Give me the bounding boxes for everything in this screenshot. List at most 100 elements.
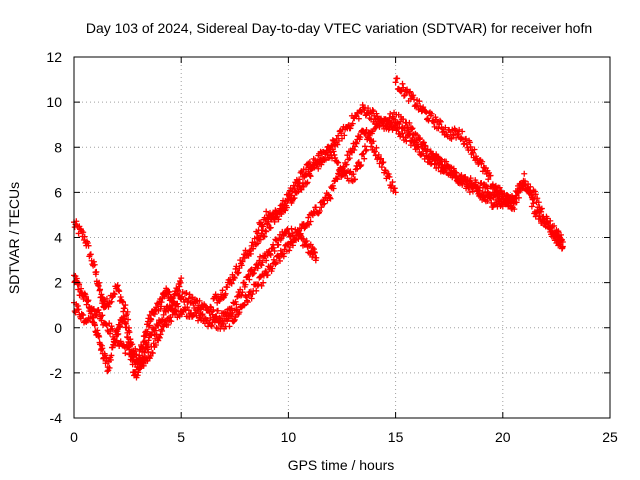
data-point <box>152 341 159 348</box>
data-point <box>313 254 320 261</box>
data-point <box>103 295 110 302</box>
data-point <box>376 160 383 167</box>
data-point <box>96 279 103 286</box>
data-point <box>106 364 113 371</box>
data-point <box>95 306 102 313</box>
data-point <box>99 312 106 319</box>
data-point <box>300 183 307 190</box>
data-point <box>334 141 341 148</box>
data-point <box>166 288 173 295</box>
data-point <box>335 159 342 166</box>
data-point <box>286 244 293 251</box>
data-point <box>231 317 238 324</box>
data-point <box>114 282 121 289</box>
data-point <box>545 224 552 231</box>
data-point <box>422 143 429 150</box>
x-tick-label: 20 <box>495 429 511 445</box>
data-point <box>263 257 270 264</box>
data-point <box>288 192 295 199</box>
data-point <box>157 331 164 338</box>
data-point <box>303 180 310 187</box>
data-point <box>394 75 401 82</box>
data-point <box>315 165 322 172</box>
data-point <box>146 311 153 318</box>
data-point <box>399 80 406 87</box>
data-point <box>204 317 211 324</box>
data-point <box>306 159 313 166</box>
data-point <box>273 237 280 244</box>
data-point <box>109 325 116 332</box>
data-point <box>525 185 532 192</box>
data-point <box>410 96 417 103</box>
data-point <box>146 322 153 329</box>
data-point <box>248 295 255 302</box>
data-point <box>311 249 318 256</box>
data-point <box>348 148 355 155</box>
data-point <box>365 134 372 141</box>
data-point <box>371 149 378 156</box>
data-point <box>159 327 166 334</box>
data-point <box>240 302 247 309</box>
data-point <box>186 291 193 298</box>
data-point <box>529 195 536 202</box>
data-point <box>247 250 254 257</box>
data-point <box>254 230 261 237</box>
data-point <box>259 259 266 266</box>
data-point <box>376 123 383 130</box>
data-point <box>270 256 277 263</box>
data-point <box>148 332 155 339</box>
data-point <box>389 179 396 186</box>
data-point <box>296 231 303 238</box>
data-point <box>487 172 494 179</box>
data-point <box>353 140 360 147</box>
data-point <box>335 132 342 139</box>
data-point <box>198 311 205 318</box>
data-point <box>88 308 95 315</box>
data-point <box>406 119 413 126</box>
x-tick-label: 25 <box>602 429 618 445</box>
x-axis-label: GPS time / hours <box>288 457 395 473</box>
data-point <box>521 170 528 177</box>
data-point <box>314 161 321 168</box>
data-point <box>363 127 370 134</box>
data-point <box>175 287 182 294</box>
data-point <box>347 168 354 175</box>
data-point <box>224 284 231 291</box>
data-point <box>235 269 242 276</box>
data-point <box>536 212 543 219</box>
data-point <box>443 158 450 165</box>
data-point <box>254 240 261 247</box>
data-point <box>406 89 413 96</box>
data-point <box>244 299 251 306</box>
data-point <box>136 365 143 372</box>
data-point <box>382 167 389 174</box>
data-point <box>333 175 340 182</box>
data-point <box>489 189 496 196</box>
data-point <box>226 323 233 330</box>
data-point <box>538 208 545 215</box>
data-point <box>250 245 257 252</box>
data-point <box>487 195 494 202</box>
data-point <box>335 137 342 144</box>
data-point <box>303 166 310 173</box>
data-point <box>301 172 308 179</box>
data-point <box>178 275 185 282</box>
data-series <box>71 75 566 381</box>
data-point <box>453 169 460 176</box>
data-point <box>116 288 123 295</box>
data-point <box>261 233 268 240</box>
data-point <box>357 134 364 141</box>
data-point <box>341 132 348 139</box>
data-point <box>309 254 316 261</box>
data-point <box>263 228 270 235</box>
data-point <box>430 119 437 126</box>
data-point <box>326 194 333 201</box>
data-point <box>91 261 98 268</box>
data-point <box>267 224 274 231</box>
data-point <box>555 228 562 235</box>
data-point <box>522 178 529 185</box>
series-track-1 <box>71 218 320 381</box>
data-point <box>330 185 337 192</box>
data-point <box>174 300 181 307</box>
